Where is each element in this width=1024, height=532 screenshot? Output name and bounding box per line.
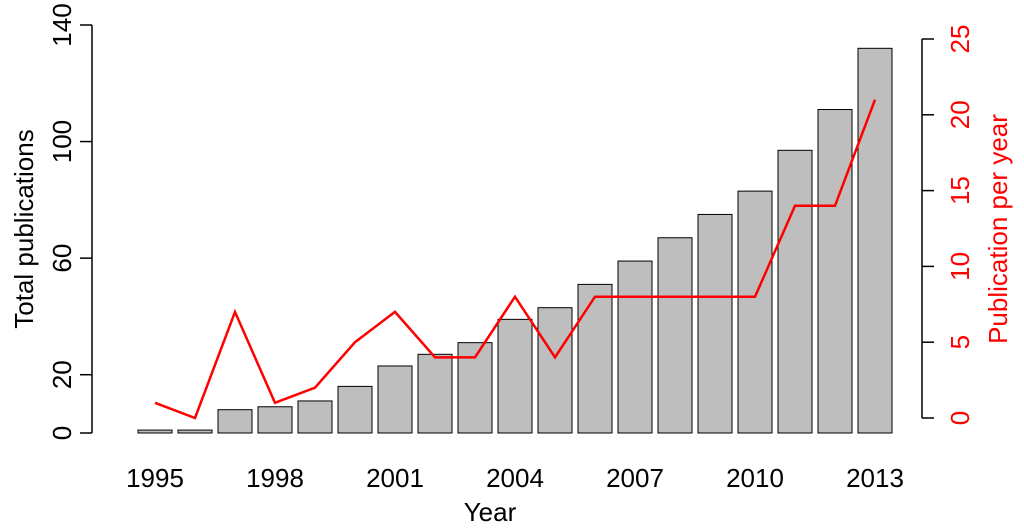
x-tick-label: 2001 xyxy=(366,463,424,493)
bar xyxy=(417,353,453,434)
x-tick-label: 2007 xyxy=(606,463,664,493)
y-tick-label: 100 xyxy=(47,120,77,163)
x-tick-label: 1998 xyxy=(246,463,304,493)
y-tick-label: 20 xyxy=(47,360,77,389)
x-tick-label: 2004 xyxy=(486,463,544,493)
y-tick-label: 140 xyxy=(47,3,77,46)
y2-tick-label: 20 xyxy=(945,100,975,129)
bar xyxy=(137,429,173,434)
y2-tick-label: 5 xyxy=(945,335,975,349)
x-tick-label: 2010 xyxy=(726,463,784,493)
bar xyxy=(577,283,613,434)
bar xyxy=(177,429,213,434)
y2-axis-label: Publication per year xyxy=(983,114,1013,344)
bar xyxy=(617,260,653,434)
y2-tick-label: 25 xyxy=(945,25,975,54)
y2-tick-label: 15 xyxy=(945,176,975,205)
y-axis-label: Total publications xyxy=(9,129,39,328)
bar xyxy=(857,47,893,434)
bar xyxy=(297,400,333,434)
y2-tick-label: 0 xyxy=(945,411,975,425)
y-tick-label: 60 xyxy=(47,244,77,273)
bar xyxy=(257,406,293,434)
x-tick-label: 2013 xyxy=(846,463,904,493)
y-tick-label: 0 xyxy=(47,426,77,440)
bar xyxy=(537,307,573,434)
bar xyxy=(497,318,533,434)
x-tick-label: 1995 xyxy=(126,463,184,493)
bar xyxy=(337,385,373,434)
x-axis-label: Year xyxy=(464,497,517,527)
bar xyxy=(377,365,413,434)
y2-tick-label: 10 xyxy=(945,252,975,281)
bar xyxy=(737,190,773,434)
bar xyxy=(697,213,733,434)
bar xyxy=(217,409,253,434)
bar xyxy=(657,237,693,434)
line xyxy=(154,99,877,420)
bar xyxy=(817,109,853,434)
bar xyxy=(777,149,813,434)
